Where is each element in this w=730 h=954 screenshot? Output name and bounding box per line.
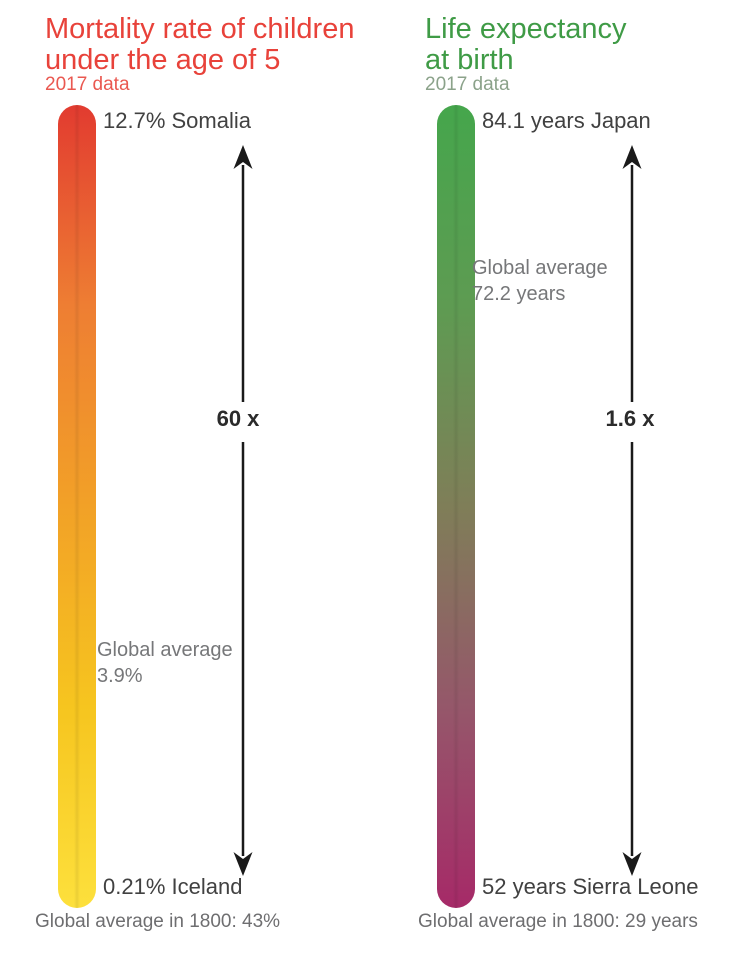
panel-title-line2: under the age of 5 <box>45 44 281 76</box>
arrowhead-up-icon <box>622 145 642 169</box>
panel-subtitle: 2017 data <box>425 74 510 95</box>
bar-center-sheen <box>437 105 475 908</box>
global-average-text: Global average <box>472 257 608 279</box>
min-value-label: 52 years Sierra Leone <box>482 874 699 899</box>
global-average-value: 72.2 years <box>472 283 566 305</box>
arrowhead-up-icon <box>233 145 253 169</box>
max-value-label: 12.7% Somalia <box>103 108 251 133</box>
panel-subtitle: 2017 data <box>45 74 130 95</box>
panel-title: Mortality rate of children under the age… <box>45 14 354 76</box>
ratio-label: 1.6 x <box>605 406 655 431</box>
panel-title-line1: Mortality rate of children <box>45 13 355 45</box>
range-arrow <box>233 145 253 876</box>
arrowhead-down-icon <box>622 852 642 876</box>
global-average-label: Global average 3.9% <box>97 637 233 689</box>
panel-title-line2: at birth <box>425 44 514 76</box>
min-value-label: 0.21% Iceland <box>103 874 243 899</box>
bar-center-sheen <box>58 105 96 908</box>
global-average-text: Global average <box>97 639 233 661</box>
historical-average-note: Global average in 1800: 29 years <box>418 911 698 932</box>
global-average-label: Global average 72.2 years <box>472 255 608 307</box>
max-value-label: 84.1 years Japan <box>482 108 651 133</box>
gradient-bar-mortality <box>58 105 96 908</box>
panel-title-line1: Life expectancy <box>425 13 627 45</box>
historical-average-note: Global average in 1800: 43% <box>35 911 281 932</box>
arrowhead-down-icon <box>233 852 253 876</box>
ratio-label: 60 x <box>216 406 260 431</box>
range-arrow <box>622 145 642 876</box>
gradient-bar-life-expectancy <box>437 105 475 908</box>
global-average-value: 3.9% <box>97 665 143 687</box>
panel-title: Life expectancy at birth <box>425 14 627 76</box>
